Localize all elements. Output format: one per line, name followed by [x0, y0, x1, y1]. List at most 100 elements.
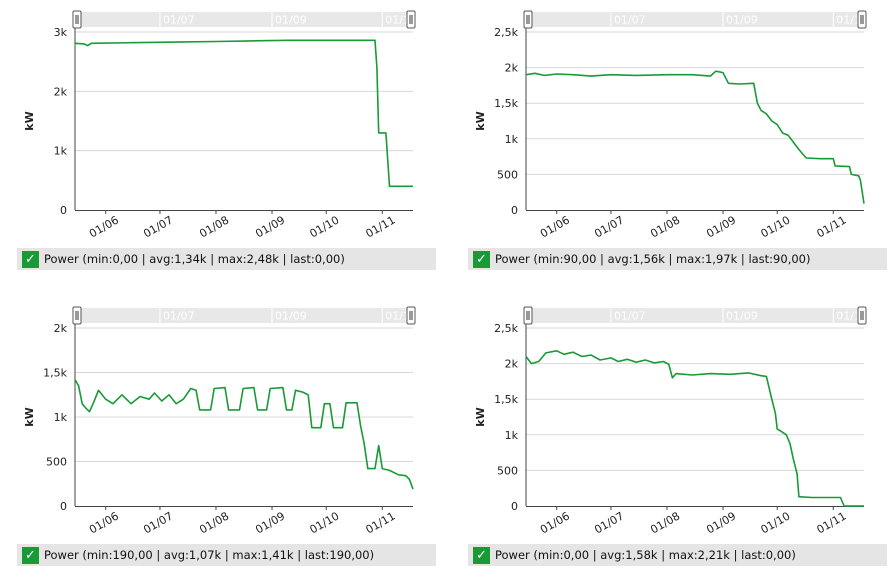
y-tick-label: 1k [505, 133, 519, 146]
x-tick-label: 01/11 [815, 509, 849, 536]
series-line-power [525, 70, 865, 204]
handle-body [523, 306, 533, 325]
x-tick-label: 01/08 [648, 213, 682, 240]
chart-panel-3: 01/07 01/09 01/11 0 500 1k 1,5k 2k kW 01/06 01/07 0… [5, 304, 436, 574]
navigator-handle-left[interactable] [72, 306, 82, 325]
y-tick-label: 1,5k [494, 393, 518, 406]
handle-body [857, 10, 867, 29]
chart-svg-2: 01/07 01/09 01/11 0 500 1k 1,5k 2k 2,5k kW 01/06 01… [474, 10, 868, 241]
y-axis-label: kW [23, 407, 36, 426]
x-tick-label: 01/11 [364, 509, 398, 536]
handle-body [406, 10, 416, 29]
x-tick-label: 01/10 [759, 213, 793, 240]
y-tick-label: 1k [54, 145, 68, 158]
handle-body [72, 10, 82, 29]
navigator-bar [75, 308, 413, 323]
x-tick-label: 01/06 [538, 213, 572, 240]
navigator-handle-left[interactable] [72, 10, 82, 29]
y-tick-label: 0 [511, 500, 518, 513]
navigator-bar [75, 12, 413, 27]
navigator-handle-left[interactable] [523, 10, 533, 29]
x-tick-label: 01/06 [87, 213, 121, 240]
navigator-handle-right[interactable] [406, 10, 416, 29]
y-tick-label: 0 [60, 204, 67, 217]
y-axis-label: kW [474, 111, 487, 130]
x-tick-label: 01/11 [815, 213, 849, 240]
x-tick-label: 01/07 [141, 509, 175, 536]
y-tick-label: 500 [497, 464, 518, 477]
legend-2: ✓ Power (min:90,00 | avg:1,56k | max:1,9… [468, 248, 887, 270]
chart-svg-4: 01/07 01/09 01/11 0 500 1k 1,5k 2k 2,5k kW 01/06 01… [474, 306, 868, 537]
y-tick-label: 1k [505, 429, 519, 442]
navigator-handle-left[interactable] [523, 306, 533, 325]
x-tick-label: 01/08 [197, 213, 231, 240]
navigator-label: 01/07 [614, 310, 646, 323]
x-tick-label: 01/07 [592, 509, 626, 536]
chart-svg-3: 01/07 01/09 01/11 0 500 1k 1,5k 2k kW 01/06 01/07 0… [23, 306, 417, 537]
checkbox-4[interactable]: ✓ [473, 546, 490, 564]
legend-label-4: Power (min:0,00 | avg:1,58k | max:2,21k … [495, 548, 796, 562]
navigator-label: 01/09 [275, 14, 307, 27]
x-tick-label: 01/10 [308, 213, 342, 240]
handle-body [523, 10, 533, 29]
checkbox-3[interactable]: ✓ [22, 546, 39, 564]
chart-panel-1: 01/07 01/09 01/11 0 1k 2k 3k kW 01/06 01/07 01/08 0… [5, 8, 436, 278]
y-tick-label: 1k [54, 411, 68, 424]
series-line-power [74, 379, 414, 490]
y-tick-label: 2k [54, 322, 68, 335]
y-axis-label: kW [23, 111, 36, 130]
checkbox-2[interactable]: ✓ [473, 250, 490, 268]
x-tick-label: 01/10 [759, 509, 793, 536]
x-tick-label: 01/09 [253, 213, 287, 240]
navigator-label: 01/09 [726, 310, 758, 323]
y-tick-label: 1,5k [43, 367, 67, 380]
navigator-bar [526, 308, 864, 323]
chart-svg-1: 01/07 01/09 01/11 0 1k 2k 3k kW 01/06 01/07 01/08 0… [23, 10, 417, 241]
y-tick-label: 2,5k [494, 322, 518, 335]
y-tick-label: 0 [60, 500, 67, 513]
series-line-power [74, 39, 413, 188]
navigator-bar [526, 12, 864, 27]
y-tick-label: 500 [46, 456, 67, 469]
x-tick-label: 01/07 [592, 213, 626, 240]
x-tick-label: 01/08 [648, 509, 682, 536]
handle-body [857, 306, 867, 325]
y-tick-label: 500 [497, 168, 518, 181]
y-tick-label: 2,5k [494, 26, 518, 39]
chart-panel-2: 01/07 01/09 01/11 0 500 1k 1,5k 2k 2,5k kW 01/06 01… [456, 8, 887, 278]
navigator-handle-right[interactable] [406, 306, 416, 325]
navigator-label: 01/09 [726, 14, 758, 27]
x-tick-label: 01/10 [308, 509, 342, 536]
x-tick-label: 01/09 [704, 213, 738, 240]
series-line-power [525, 350, 864, 507]
x-tick-label: 01/08 [197, 509, 231, 536]
legend-label-2: Power (min:90,00 | avg:1,56k | max:1,97k… [495, 252, 811, 266]
handle-body [406, 306, 416, 325]
y-tick-label: 0 [511, 204, 518, 217]
x-tick-label: 01/09 [704, 509, 738, 536]
legend-label-3: Power (min:190,00 | avg:1,07k | max:1,41… [44, 548, 375, 562]
legend-1: ✓ Power (min:0,00 | avg:1,34k | max:2,48… [17, 248, 436, 270]
y-tick-label: 1,5k [494, 97, 518, 110]
navigator-label: 01/07 [163, 310, 195, 323]
legend-3: ✓ Power (min:190,00 | avg:1,07k | max:1,… [17, 544, 436, 566]
x-tick-label: 01/06 [538, 509, 572, 536]
checkbox-1[interactable]: ✓ [22, 250, 39, 268]
x-tick-label: 01/06 [87, 509, 121, 536]
chart-panel-4: 01/07 01/09 01/11 0 500 1k 1,5k 2k 2,5k kW 01/06 01… [456, 304, 887, 574]
legend-4: ✓ Power (min:0,00 | avg:1,58k | max:2,21… [468, 544, 887, 566]
navigator-handle-right[interactable] [857, 306, 867, 325]
x-tick-label: 01/07 [141, 213, 175, 240]
navigator-label: 01/07 [614, 14, 646, 27]
navigator-label: 01/09 [275, 310, 307, 323]
navigator-handle-right[interactable] [857, 10, 867, 29]
y-tick-label: 2k [505, 358, 519, 371]
y-tick-label: 2k [54, 85, 68, 98]
handle-body [72, 306, 82, 325]
y-tick-label: 2k [505, 62, 519, 75]
y-axis-label: kW [474, 407, 487, 426]
navigator-label: 01/07 [163, 14, 195, 27]
legend-label-1: Power (min:0,00 | avg:1,34k | max:2,48k … [44, 252, 345, 266]
x-tick-label: 01/11 [364, 213, 398, 240]
y-tick-label: 3k [54, 26, 68, 39]
